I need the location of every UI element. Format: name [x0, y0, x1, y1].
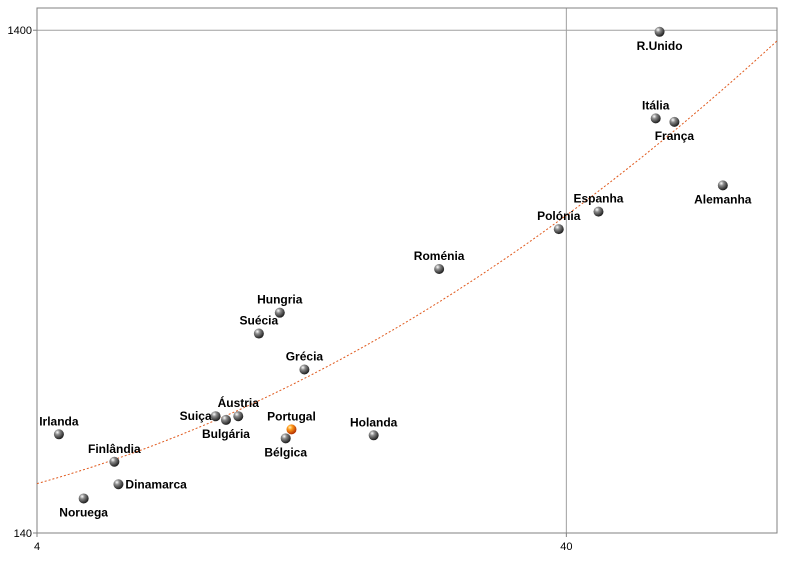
data-point — [210, 411, 221, 422]
data-label: R.Unido — [637, 39, 683, 53]
data-label: Bulgária — [202, 427, 250, 441]
data-label: Hungria — [257, 293, 303, 307]
data-point — [654, 26, 665, 37]
plot-area-border — [36, 7, 778, 534]
trendline — [36, 40, 778, 485]
data-label: Polónia — [537, 209, 581, 223]
data-point — [233, 411, 244, 422]
axis-ticks: 140 1400 4 40 — [8, 25, 573, 553]
data-label: Alemanha — [694, 192, 752, 206]
data-point — [669, 116, 680, 127]
data-point — [113, 479, 124, 490]
data-point — [274, 307, 285, 318]
data-point — [650, 113, 661, 124]
data-point — [717, 180, 728, 191]
data-label: Grécia — [286, 350, 324, 364]
data-label: Bélgica — [264, 445, 307, 459]
y-tick-label: 1400 — [8, 25, 32, 37]
data-point — [593, 206, 604, 217]
y-tick-label: 140 — [14, 528, 32, 540]
data-point — [280, 433, 291, 444]
data-label: França — [655, 129, 695, 143]
data-label: Suiça — [180, 409, 212, 423]
data-point — [220, 414, 231, 425]
data-label: Dinamarca — [125, 477, 187, 491]
data-point — [78, 493, 89, 504]
data-point — [253, 328, 264, 339]
data-point — [109, 456, 120, 467]
data-point — [286, 424, 297, 435]
grid-lines — [36, 8, 777, 534]
data-label: Holanda — [350, 415, 398, 429]
data-label: Áustria — [218, 395, 260, 410]
data-point — [434, 264, 445, 275]
data-point — [553, 224, 564, 235]
data-points: R.Unido Itália França Alemanha Espanha Polóni… — [39, 26, 752, 519]
data-point — [368, 430, 379, 441]
data-label: Noruega — [59, 505, 108, 519]
data-label: Roménia — [414, 249, 465, 263]
data-point — [53, 429, 64, 440]
data-label: Irlanda — [39, 414, 79, 428]
data-label: Finlândia — [88, 442, 141, 456]
data-label: Espanha — [573, 192, 623, 206]
x-tick-label: 40 — [560, 541, 572, 553]
data-label: Itália — [642, 98, 670, 112]
data-point — [299, 364, 310, 375]
x-tick-label: 4 — [34, 541, 40, 553]
data-label: Portugal — [267, 409, 316, 423]
data-label: Suécia — [240, 314, 279, 328]
